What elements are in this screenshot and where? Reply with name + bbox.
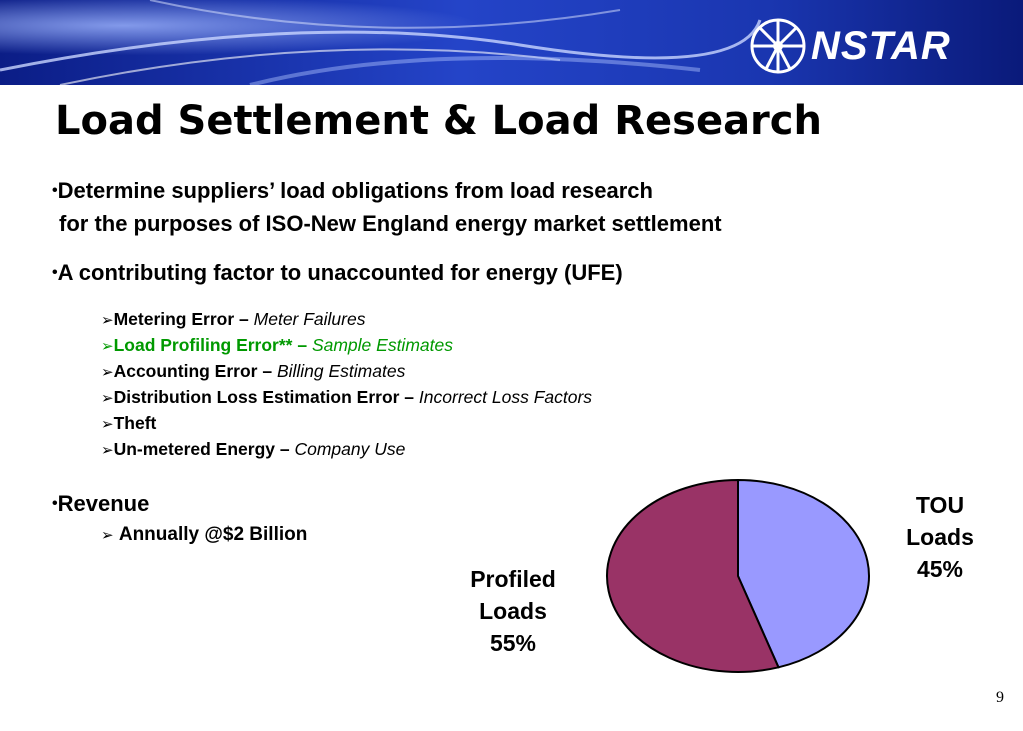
pie-label-line: Profiled — [470, 566, 556, 592]
sub-bullet-label: Accounting Error – — [113, 361, 273, 381]
arrow-icon: ➢ — [101, 364, 114, 381]
page-number: 9 — [996, 689, 1004, 706]
bullet-revenue: •Revenue — [52, 489, 149, 519]
sub-bullet-label: Annually @$2 Billion — [118, 524, 308, 545]
bullet-marker: • — [52, 182, 58, 199]
bullet-text: Determine suppliers’ load obligations fr… — [57, 178, 653, 203]
sub-bullet-load-profiling-error: ➢Load Profiling Error** – Sample Estimat… — [101, 333, 453, 359]
sub-bullet-label: Metering Error – — [113, 309, 249, 329]
arrow-icon: ➢ — [101, 338, 114, 355]
brand-name: NSTAR — [811, 24, 951, 68]
arrow-icon: ➢ — [101, 390, 114, 407]
sub-bullet-label: Distribution Loss Estimation Error – — [113, 387, 415, 407]
header-banner: NSTAR — [0, 0, 1023, 85]
pie-slice-profiled-loads — [606, 478, 780, 673]
bullet-ufe-factor: •A contributing factor to unaccounted fo… — [52, 258, 623, 288]
arrow-icon: ➢ — [101, 442, 114, 459]
bullet-supplier-obligations: •Determine suppliers’ load obligations f… — [52, 176, 653, 206]
bullet-supplier-obligations-cont: for the purposes of ISO-New England ener… — [59, 211, 722, 236]
sub-bullet-unmetered-energy: ➢Un-metered Energy – Company Use — [101, 437, 405, 463]
pie-label-value: 55% — [489, 630, 537, 656]
bullet-text: Revenue — [57, 491, 150, 516]
slide-title: Load Settlement & Load Research — [55, 98, 822, 144]
bullet-text: A contributing factor to unaccounted for… — [57, 260, 623, 285]
sub-bullet-detail: Incorrect Loss Factors — [418, 387, 593, 407]
sub-bullet-label: Un-metered Energy – — [113, 439, 290, 459]
sub-bullet-detail: Billing Estimates — [276, 361, 406, 381]
arrow-icon: ➢ — [101, 312, 114, 329]
pie-label-line: TOU — [915, 492, 965, 518]
banner-background — [0, 0, 1023, 85]
pie-label-value: 45% — [916, 556, 964, 582]
bullet-marker: • — [52, 495, 58, 512]
arrow-icon: ➢ — [101, 416, 114, 433]
pie-slice-tou-loads — [737, 478, 870, 669]
pie-label-profiled-loads: Profiled Loads 55% — [448, 563, 578, 659]
sub-bullet-label: Load Profiling Error** – — [113, 335, 308, 355]
sub-bullet-theft: ➢Theft — [101, 411, 156, 437]
sub-bullet-metering-error: ➢Metering Error – Meter Failures — [101, 307, 365, 333]
pie-label-tou-loads: TOU Loads 45% — [890, 489, 990, 585]
sub-bullet-label: Theft — [113, 413, 157, 433]
arrow-icon: ➢ — [101, 527, 114, 544]
sub-bullet-detail: Company Use — [294, 439, 406, 459]
nstar-logo: NSTAR — [748, 16, 1008, 78]
sub-bullet-detail: Meter Failures — [253, 309, 366, 329]
starburst-logo-icon — [750, 18, 806, 74]
sub-bullet-distribution-loss-error: ➢Distribution Loss Estimation Error – In… — [101, 385, 592, 411]
sub-bullet-detail: Sample Estimates — [311, 335, 453, 355]
sub-bullet-revenue-annual: ➢ Annually @$2 Billion — [101, 523, 307, 548]
pie-label-line: Loads — [906, 524, 974, 550]
bullet-marker: • — [52, 264, 58, 281]
sub-bullet-accounting-error: ➢Accounting Error – Billing Estimates — [101, 359, 405, 385]
pie-label-line: Loads — [479, 598, 547, 624]
